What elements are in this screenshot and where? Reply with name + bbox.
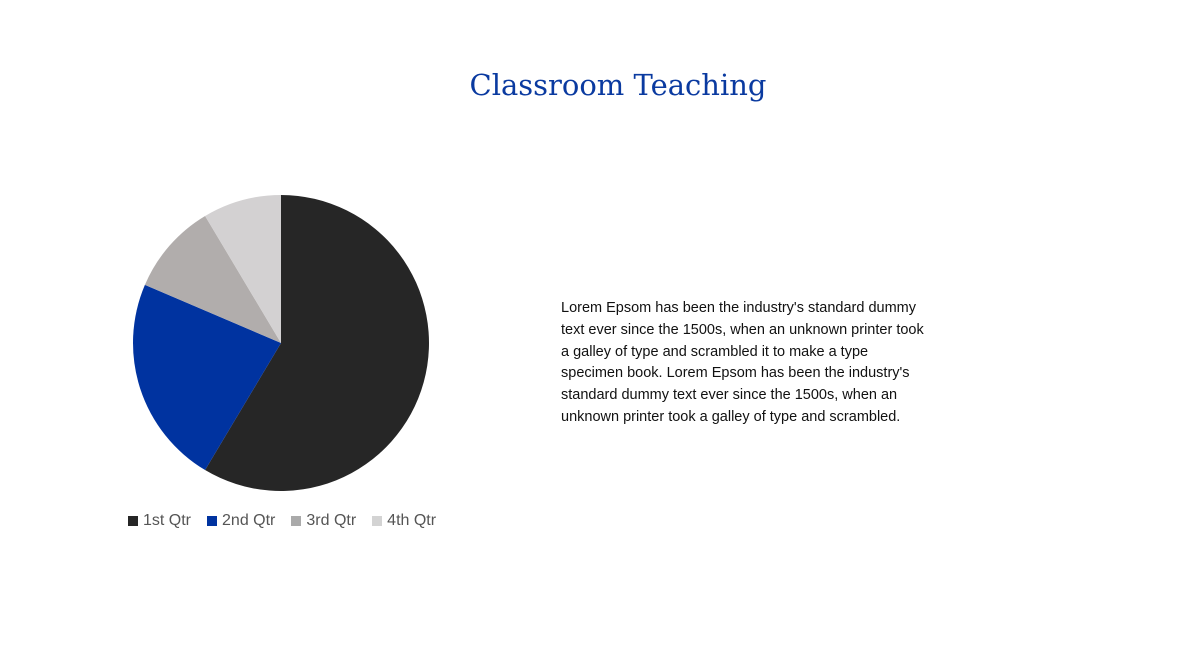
pie-slice-3 — [144, 215, 281, 343]
chart-title: Classroom Teaching — [469, 68, 767, 102]
legend-label: 2nd Qtr — [222, 512, 276, 529]
pie-slice-1 — [205, 195, 429, 491]
pie-slice-4 — [205, 195, 281, 343]
legend-item: 4th Qtr — [372, 512, 436, 530]
legend-label: 1st Qtr — [143, 512, 192, 529]
legend-item: 2nd Qtr — [207, 512, 275, 530]
body-text: Lorem Epsom has been the industry's stan… — [561, 300, 924, 425]
legend-label: 3rd Qtr — [306, 512, 357, 529]
legend-swatch — [207, 516, 218, 526]
legend-label: 4th Qtr — [387, 512, 437, 529]
pie-slice-2 — [133, 284, 281, 471]
legend-item: 3rd Qtr — [291, 512, 356, 530]
legend-swatch — [291, 516, 302, 526]
legend: 1st Qtr 2nd Qtr 3rd Qtr 4th Qtr — [128, 512, 436, 530]
legend-swatch — [128, 516, 138, 526]
legend-item: 1st Qtr — [128, 512, 191, 530]
legend-swatch — [372, 516, 383, 526]
